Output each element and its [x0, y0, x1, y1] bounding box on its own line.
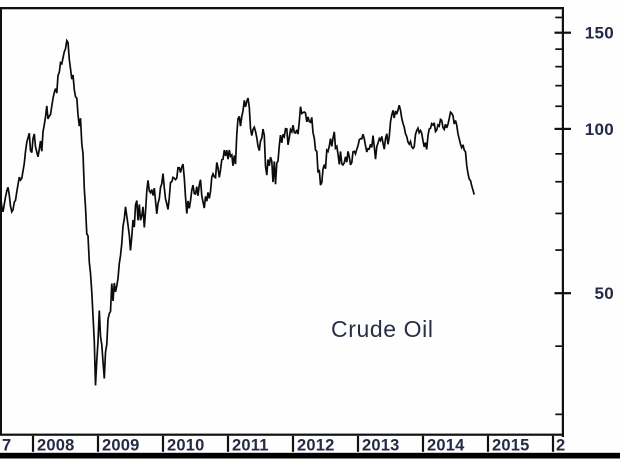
- x-axis-label: 2009: [102, 437, 140, 455]
- x-axis-label: 2008: [37, 437, 75, 455]
- series-annotation-label: Crude Oil: [331, 316, 434, 342]
- y-axis-label: 50: [594, 284, 614, 303]
- y-axis-label: 150: [585, 24, 614, 43]
- y-axis-minor-tick: [555, 249, 564, 251]
- y-axis-minor-tick: [555, 16, 564, 19]
- y-axis-minor-tick: [555, 153, 564, 155]
- x-axis-tick: [96, 435, 100, 452]
- plot-frame-top: [0, 7, 564, 10]
- x-axis-label: 2011: [232, 437, 269, 455]
- price-line: [0, 38, 476, 386]
- x-axis-label: 7: [2, 437, 11, 455]
- y-axis-minor-tick: [555, 212, 564, 215]
- x-axis-label: 2013: [362, 437, 400, 455]
- y-axis-label: 100: [585, 120, 614, 139]
- x-axis-label: 2010: [167, 437, 205, 455]
- y-axis-minor-tick: [555, 84, 564, 87]
- y-axis-minor-tick: [555, 413, 564, 416]
- x-axis-tick: [551, 435, 555, 452]
- bottom-frame-bar: [0, 452, 620, 459]
- x-axis-tick: [421, 435, 425, 452]
- y-axis-minor-tick: [555, 48, 564, 50]
- x-axis-tick: [161, 435, 165, 452]
- y-axis-major-tick: [554, 31, 571, 34]
- y-axis-major-tick: [554, 292, 571, 295]
- y-axis-minor-tick: [555, 345, 564, 347]
- y-axis-minor-tick: [555, 105, 564, 108]
- y-axis-minor-tick: [555, 65, 564, 68]
- y-axis-major-tick: [554, 127, 571, 130]
- x-axis-line: [0, 433, 564, 436]
- x-axis-label: 2: [556, 437, 565, 455]
- y-axis-line: [561, 7, 564, 437]
- x-axis-tick: [226, 435, 230, 452]
- x-axis-tick: [31, 435, 35, 452]
- x-axis-label: 2014: [427, 437, 465, 455]
- x-axis-label: 2015: [492, 437, 530, 455]
- y-axis-minor-tick: [555, 180, 564, 183]
- x-axis-label: 2012: [297, 437, 335, 455]
- x-axis-tick: [356, 435, 360, 452]
- x-axis-tick: [486, 435, 490, 452]
- plot-frame-left: [0, 7, 2, 435]
- x-axis-tick: [291, 435, 295, 452]
